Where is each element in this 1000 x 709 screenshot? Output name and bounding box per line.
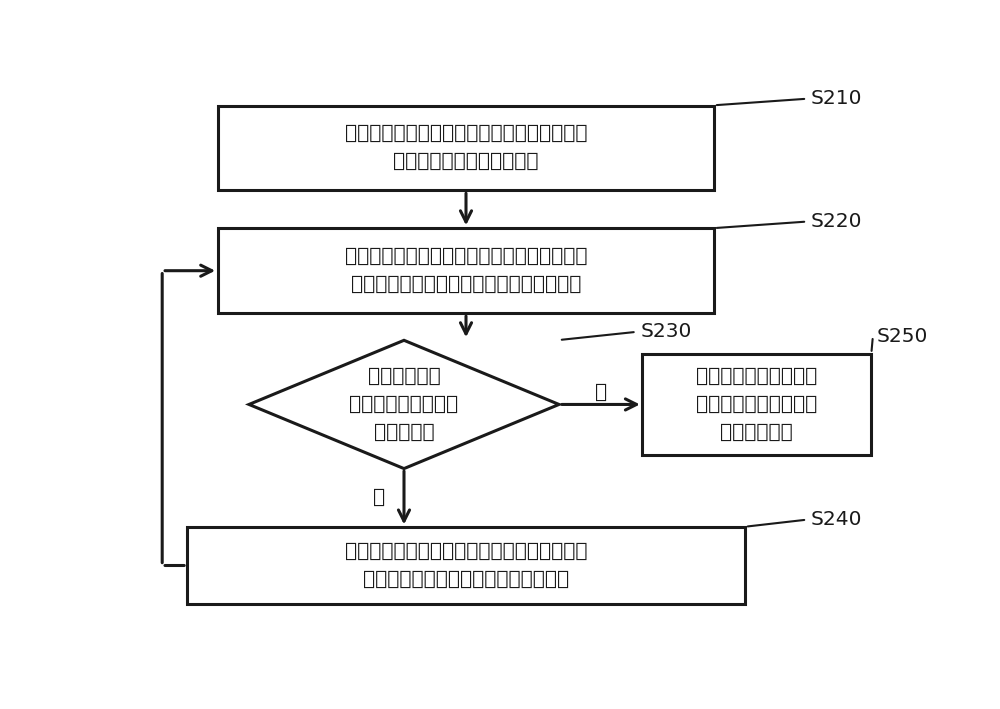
FancyBboxPatch shape — [642, 354, 871, 455]
Text: 是: 是 — [595, 383, 607, 402]
Text: 对与每个特征次谐波对应的当前虚拟阻抗进行
比例积分调节，得到新的当前虚拟阻抗: 对与每个特征次谐波对应的当前虚拟阻抗进行 比例积分调节，得到新的当前虚拟阻抗 — [345, 542, 587, 589]
Text: S230: S230 — [640, 323, 692, 341]
Text: 否: 否 — [373, 489, 385, 508]
FancyBboxPatch shape — [218, 228, 714, 313]
Text: S210: S210 — [811, 89, 862, 108]
Text: 确定当前虚拟阻抗为与
每个特征次谐波对应的
目标虚拟阻抗: 确定当前虚拟阻抗为与 每个特征次谐波对应的 目标虚拟阻抗 — [696, 367, 817, 442]
FancyBboxPatch shape — [187, 527, 745, 604]
Text: S250: S250 — [877, 327, 928, 346]
Polygon shape — [249, 340, 559, 469]
Text: 通过谐振抑制控制器向并网点施加与每个特征
次谐波对应的当前虚拟阻抗: 通过谐振抑制控制器向并网点施加与每个特征 次谐波对应的当前虚拟阻抗 — [345, 124, 587, 172]
Text: 判断幅值分量
的变化量是否满足谐
波抑制条件: 判断幅值分量 的变化量是否满足谐 波抑制条件 — [349, 367, 459, 442]
Text: S240: S240 — [811, 510, 862, 529]
Text: S220: S220 — [811, 212, 862, 231]
FancyBboxPatch shape — [218, 106, 714, 190]
Text: 通过滑动平均滤波器处理并网点电压，得到并
网点电压在多个特征次谐波各自的幅值分量: 通过滑动平均滤波器处理并网点电压，得到并 网点电压在多个特征次谐波各自的幅值分量 — [345, 247, 587, 294]
